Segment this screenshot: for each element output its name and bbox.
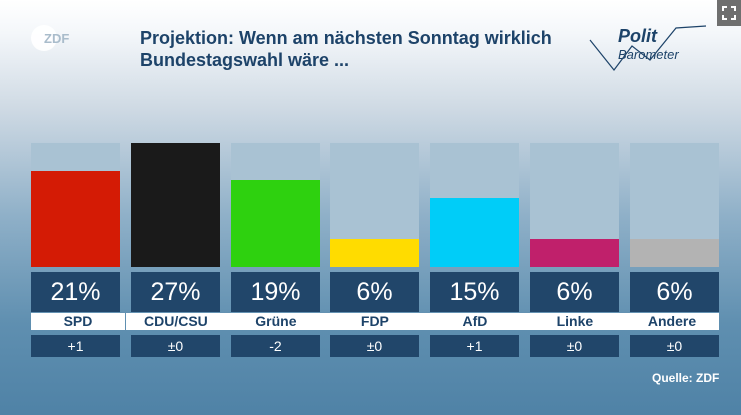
bar-fdp [330, 239, 419, 267]
value-label-afd: 15% [430, 272, 519, 312]
category-label-cdu-csu: CDU/CSU [126, 313, 226, 330]
change-label-grüne: -2 [231, 335, 320, 357]
bar-cdu-csu [131, 143, 220, 267]
change-label-fdp: ±0 [330, 335, 419, 357]
bar-andere [630, 239, 719, 267]
fullscreen-icon [722, 6, 736, 20]
category-label-spd: SPD [31, 313, 125, 330]
bar-afd [430, 198, 519, 267]
zdf-logo-text: ZDF [44, 31, 69, 46]
category-label-fdp: FDP [325, 313, 425, 330]
politbarometer-graph-icon [589, 25, 707, 71]
change-label-afd: +1 [430, 335, 519, 357]
bar-grüne [231, 180, 320, 267]
value-label-grüne: 19% [231, 272, 320, 312]
change-label-spd: +1 [31, 335, 120, 357]
change-label-cdu-csu: ±0 [131, 335, 220, 357]
value-label-cdu-csu: 27% [131, 272, 220, 312]
chart-title: Projektion: Wenn am nächsten Sonntag wir… [140, 27, 580, 71]
category-label-afd: AfD [425, 313, 525, 330]
change-label-linke: ±0 [530, 335, 619, 357]
source-label: Quelle: ZDF [652, 371, 720, 385]
bar-linke [530, 239, 619, 267]
zdf-logo: ZDF [30, 24, 90, 52]
value-label-spd: 21% [31, 272, 120, 312]
chart-title-line-2: Bundestagswahl wäre ... [140, 50, 350, 70]
change-label-andere: ±0 [630, 335, 719, 357]
value-label-andere: 6% [630, 272, 719, 312]
bar-spd [31, 171, 120, 267]
politbarometer-logo: Polit Barometer [588, 22, 708, 74]
category-label-grüne: Grüne [226, 313, 326, 330]
politbarometer-top-text: Polit [618, 26, 657, 46]
politbarometer-bottom-text: Barometer [618, 47, 679, 62]
category-label-andere: Andere [625, 313, 719, 330]
value-label-fdp: 6% [330, 272, 419, 312]
fullscreen-button[interactable] [717, 0, 741, 26]
chart-title-line-1: Projektion: Wenn am nächsten Sonntag wir… [140, 28, 552, 48]
value-label-linke: 6% [530, 272, 619, 312]
category-label-linke: Linke [525, 313, 625, 330]
